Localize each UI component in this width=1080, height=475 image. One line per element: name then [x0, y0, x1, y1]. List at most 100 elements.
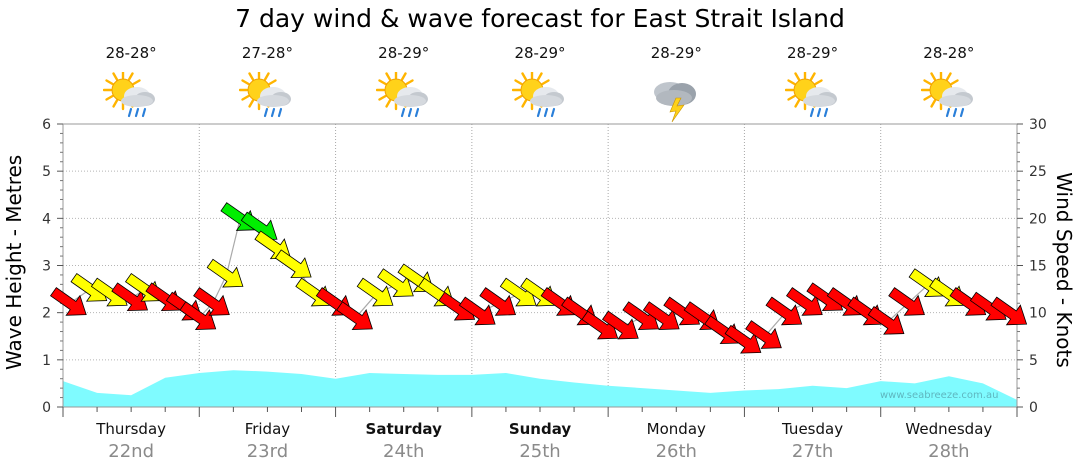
y-axis-title: Wave Height - Metres: [2, 154, 26, 370]
day-label: Friday: [244, 420, 291, 438]
wind-arrow-shape: [206, 258, 244, 288]
wind-arrow: [642, 301, 680, 330]
date-label: 23rd: [246, 441, 289, 462]
wind-arrow: [867, 305, 905, 335]
sun-cloud-rain-icon: [102, 69, 159, 124]
wind-arrow: [274, 249, 312, 279]
y-tick-label: 4: [42, 211, 51, 227]
wind-arrow-shape: [179, 301, 217, 330]
y2-axis-title: Wind Speed - Knots: [1052, 172, 1076, 368]
wind-arrow-shape: [765, 296, 803, 326]
wind-arrow: [220, 202, 258, 231]
y2-tick-label: 30: [1029, 117, 1047, 133]
date-label: 25th: [519, 441, 561, 462]
wind-arrow: [49, 287, 87, 316]
y-tick-label: 3: [42, 259, 51, 275]
wind-arrow: [765, 296, 803, 326]
wind-arrow-shape: [622, 301, 660, 330]
day-label: Wednesday: [905, 420, 993, 438]
wave-series: [63, 370, 1017, 407]
wind-arrow: [785, 287, 823, 316]
wind-arrow: [581, 310, 619, 340]
y2-tick-label: 0: [1029, 400, 1038, 416]
sun-cloud-rain-icon: [239, 69, 295, 124]
y-tick-label: 6: [42, 117, 51, 133]
y2-tick-label: 10: [1029, 306, 1047, 322]
day-label: Monday: [646, 420, 706, 438]
chart-axes: 0 1 2 3 4 5 6 0 5 10 15 20 25 30: [42, 117, 1047, 417]
date-label: 22nd: [108, 441, 155, 462]
y2-tick-label: 15: [1029, 259, 1047, 275]
wind-arrow: [206, 258, 244, 288]
watermark: www.seabreeze.com.au: [880, 390, 999, 401]
wind-arrow: [990, 296, 1028, 326]
wind-arrow-shape: [581, 310, 619, 340]
wind-arrow: [336, 301, 373, 330]
wind-arrow-shape: [49, 287, 87, 316]
wind-arrow: [888, 287, 925, 316]
day-temperature: 28-28°: [105, 44, 157, 62]
date-label: 28th: [928, 441, 970, 462]
wind-series: [49, 202, 1028, 354]
y2-tick-label: 20: [1029, 211, 1047, 227]
wind-arrow-shape: [499, 277, 537, 307]
day-label: Sunday: [508, 420, 572, 438]
wind-arrow-shape: [888, 287, 925, 316]
chart-title: 7 day wind & wave forecast for East Stra…: [235, 4, 845, 33]
day-temperature: 28-29°: [650, 44, 702, 62]
grid-lines: [63, 123, 1017, 407]
day-temperature: 28-29°: [378, 44, 430, 62]
wind-arrow-shape: [990, 296, 1028, 326]
sun-cloud-rain-icon: [375, 69, 432, 124]
wind-arrow: [111, 282, 149, 312]
wind-arrow-shape: [601, 310, 639, 340]
day-label: Thursday: [96, 420, 167, 438]
wind-arrow-shape: [745, 320, 782, 349]
y2-tick-label: 25: [1029, 164, 1047, 180]
wind-arrow: [458, 296, 496, 326]
wind-arrow-shape: [724, 324, 762, 354]
thunderstorm-icon: [648, 72, 704, 124]
date-label: 27th: [791, 441, 834, 462]
wind-arrow: [499, 277, 537, 307]
wind-arrow: [193, 287, 230, 316]
date-label: 26th: [655, 441, 697, 462]
wind-arrow-shape: [193, 287, 230, 316]
wind-arrow: [724, 324, 762, 354]
day-temperature: 28-29°: [514, 44, 566, 62]
wind-arrow-shape: [785, 287, 823, 316]
day-temperature: 27-28°: [241, 44, 293, 62]
date-label: 24th: [383, 441, 425, 462]
wind-arrow: [377, 268, 414, 297]
sun-cloud-rain-icon: [784, 69, 841, 124]
day-label: Tuesday: [782, 420, 844, 438]
wind-arrow: [479, 287, 517, 316]
wind-arrow: [622, 301, 660, 330]
y-tick-label: 2: [42, 306, 51, 322]
wave-area: [63, 370, 1017, 407]
day-temperature: 28-29°: [787, 44, 839, 62]
wind-arrow: [356, 277, 394, 307]
wind-arrow-shape: [111, 282, 149, 312]
wind-arrow: [601, 310, 639, 340]
wind-arrow-shape: [642, 301, 680, 330]
wind-arrow-shape: [377, 268, 414, 297]
wind-arrow: [745, 320, 782, 349]
y-tick-label: 0: [42, 400, 51, 416]
y-tick-label: 5: [42, 164, 51, 180]
wind-arrow-shape: [274, 249, 312, 279]
wind-arrow-shape: [220, 202, 258, 231]
y-tick-label: 1: [42, 353, 51, 369]
sun-cloud-rain-icon: [920, 69, 977, 124]
y2-tick-label: 5: [1029, 353, 1038, 369]
wind-arrow-shape: [867, 305, 905, 335]
day-label: Saturday: [365, 420, 442, 438]
wind-arrow-shape: [336, 301, 373, 330]
sun-cloud-rain-icon: [511, 69, 568, 124]
day-temperature: 28-28°: [923, 44, 975, 62]
wind-arrow: [179, 301, 217, 330]
wind-arrow-shape: [356, 277, 394, 307]
wind-arrow-shape: [458, 296, 496, 326]
wind-arrow-shape: [479, 287, 517, 316]
